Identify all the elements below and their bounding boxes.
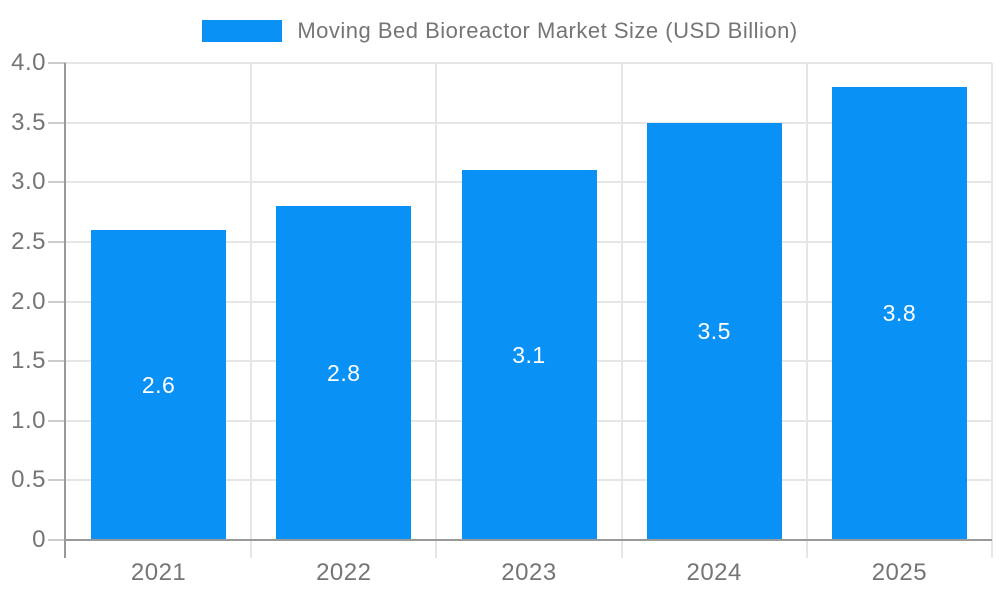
y-axis-tick <box>48 240 66 243</box>
y-axis-tick <box>48 419 66 422</box>
bar-value-label: 2.6 <box>141 371 176 398</box>
bar-value-label: 3.8 <box>882 300 917 327</box>
y-gridline <box>66 62 992 64</box>
category-boundary-line <box>250 63 253 558</box>
category-boundary-line <box>991 63 993 558</box>
bar-value-label: 2.8 <box>327 360 361 387</box>
y-tick-label: 3.0 <box>11 168 46 196</box>
y-axis-tick <box>48 539 66 541</box>
y-axis-tick <box>48 300 66 303</box>
x-category-label: 2023 <box>501 559 557 586</box>
y-tick-label: 2.0 <box>11 287 46 315</box>
x-category-label: 2024 <box>686 559 742 586</box>
bar-value-label: 3.5 <box>697 318 731 345</box>
y-tick-label: 0.5 <box>11 466 46 494</box>
x-category-label: 2022 <box>316 559 372 586</box>
legend-item[interactable]: Moving Bed Bioreactor Market Size (USD B… <box>0 17 1000 45</box>
y-tick-label: 3.5 <box>11 108 46 136</box>
bar-value-label: 3.1 <box>512 342 546 369</box>
x-category-label: 2021 <box>130 559 187 586</box>
bar[interactable] <box>646 122 782 540</box>
y-axis-tick <box>48 121 66 124</box>
y-tick-label: 4.0 <box>11 49 46 76</box>
bar[interactable] <box>461 170 597 540</box>
y-axis-tick <box>48 360 66 363</box>
x-category-label: 2025 <box>871 559 928 586</box>
y-tick-label: 1.0 <box>11 406 46 434</box>
y-tick-label: 2.5 <box>11 227 46 255</box>
bar[interactable] <box>276 206 412 540</box>
bar[interactable] <box>831 86 967 540</box>
y-axis-tick <box>48 62 66 64</box>
y-axis-tick <box>48 479 66 482</box>
y-tick-label: 1.5 <box>11 347 46 375</box>
y-axis-tick <box>48 181 66 184</box>
category-boundary-line <box>620 63 623 558</box>
x-axis-line <box>64 539 992 541</box>
y-axis-line <box>64 63 66 558</box>
category-boundary-line <box>435 63 438 558</box>
y-tick-label: 0 <box>32 526 46 553</box>
category-boundary-line <box>805 63 808 558</box>
legend-label: Moving Bed Bioreactor Market Size (USD B… <box>297 18 798 43</box>
bar[interactable] <box>91 229 227 540</box>
legend-swatch <box>202 20 283 42</box>
y-gridline <box>66 121 992 124</box>
